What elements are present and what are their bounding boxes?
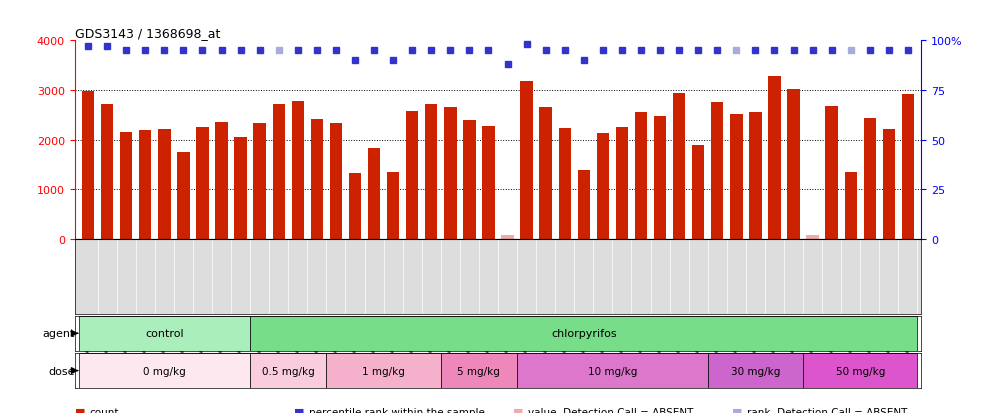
Bar <box>463 121 476 240</box>
Bar <box>597 133 610 240</box>
Text: GDS3143 / 1368698_at: GDS3143 / 1368698_at <box>75 27 220 40</box>
Text: 0.5 mg/kg: 0.5 mg/kg <box>262 366 315 376</box>
Text: 10 mg/kg: 10 mg/kg <box>588 366 637 376</box>
Text: ■: ■ <box>732 407 743 413</box>
Bar <box>406 112 418 240</box>
Bar <box>788 90 800 240</box>
Bar <box>882 130 895 240</box>
Text: ■: ■ <box>513 407 524 413</box>
Bar <box>803 353 917 388</box>
Bar <box>692 145 704 240</box>
Bar <box>634 113 647 240</box>
Bar <box>79 316 250 351</box>
Bar <box>327 353 441 388</box>
Bar <box>158 130 170 240</box>
Bar <box>654 116 666 240</box>
Bar <box>482 126 495 240</box>
Bar <box>139 131 151 240</box>
Bar <box>559 129 571 240</box>
Bar <box>386 173 399 240</box>
Bar <box>177 152 189 240</box>
Bar <box>330 123 342 240</box>
Bar <box>520 81 533 240</box>
Text: 0 mg/kg: 0 mg/kg <box>143 366 185 376</box>
Bar <box>234 138 247 240</box>
Bar <box>425 105 437 240</box>
Bar <box>708 353 803 388</box>
Bar <box>349 173 362 240</box>
Bar <box>441 353 517 388</box>
Text: 50 mg/kg: 50 mg/kg <box>836 366 885 376</box>
Bar <box>807 235 819 240</box>
Bar <box>215 123 228 240</box>
Text: 5 mg/kg: 5 mg/kg <box>457 366 500 376</box>
Bar <box>501 235 514 240</box>
Text: percentile rank within the sample: percentile rank within the sample <box>309 407 485 413</box>
Bar <box>82 92 95 240</box>
Bar <box>711 103 723 240</box>
Bar <box>864 119 876 240</box>
Text: agent: agent <box>42 328 75 339</box>
Bar <box>311 120 323 240</box>
Text: ■: ■ <box>294 407 305 413</box>
Bar <box>673 94 685 240</box>
Text: 30 mg/kg: 30 mg/kg <box>731 366 780 376</box>
Bar <box>768 77 781 240</box>
Text: dose: dose <box>48 366 75 376</box>
Bar <box>292 102 304 240</box>
Bar <box>444 108 456 240</box>
Text: 1 mg/kg: 1 mg/kg <box>363 366 405 376</box>
Bar <box>273 105 285 240</box>
Bar <box>749 113 762 240</box>
Bar <box>250 316 917 351</box>
Bar <box>368 148 380 240</box>
Bar <box>517 353 708 388</box>
Bar <box>250 353 327 388</box>
Bar <box>101 105 114 240</box>
Text: count: count <box>90 407 120 413</box>
Text: ■: ■ <box>75 407 86 413</box>
Bar <box>253 123 266 240</box>
Bar <box>540 108 552 240</box>
Text: rank, Detection Call = ABSENT: rank, Detection Call = ABSENT <box>747 407 907 413</box>
Bar <box>730 115 743 240</box>
Bar <box>826 107 838 240</box>
Bar <box>901 94 914 240</box>
Bar <box>79 353 250 388</box>
Text: value, Detection Call = ABSENT: value, Detection Call = ABSENT <box>528 407 693 413</box>
Bar <box>196 128 208 240</box>
Bar <box>845 173 857 240</box>
Bar <box>616 128 628 240</box>
Text: chlorpyrifos: chlorpyrifos <box>551 328 617 339</box>
Text: control: control <box>145 328 183 339</box>
Bar <box>578 171 590 240</box>
Bar <box>120 133 132 240</box>
